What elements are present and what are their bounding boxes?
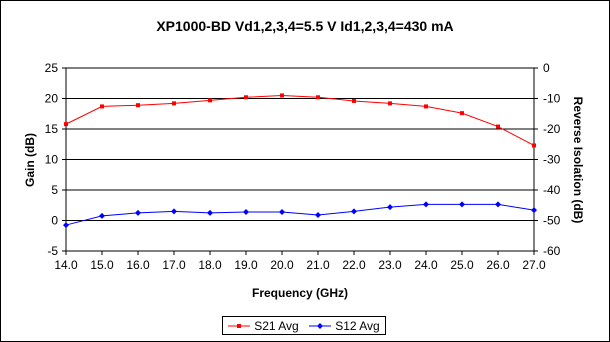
data-point xyxy=(424,104,428,109)
data-point xyxy=(387,204,393,211)
data-point xyxy=(171,208,177,215)
x-tick-label: 25.0 xyxy=(450,258,474,272)
chart-title: XP1000-BD Vd1,2,3,4=5.5 V Id1,2,3,4=430 … xyxy=(156,18,454,34)
data-point xyxy=(460,111,464,116)
y-tick-label: 15 xyxy=(45,122,59,136)
y2-tick-label: -30 xyxy=(543,153,561,167)
y2-tick-label: -40 xyxy=(543,183,561,197)
gridlines xyxy=(66,98,534,221)
series-line-s21-avg xyxy=(65,94,535,146)
data-point xyxy=(459,201,465,208)
legend: S21 Avg S12 Avg xyxy=(222,316,386,335)
x-tick-label: 15.0 xyxy=(90,258,114,272)
y-tick-label: 10 xyxy=(45,153,59,167)
legend-item-s12: S12 Avg xyxy=(309,318,380,333)
legend-label-s12: S12 Avg xyxy=(335,318,380,333)
x-tick-label: 19.0 xyxy=(234,258,258,272)
data-point xyxy=(244,95,248,100)
data-point xyxy=(207,209,213,216)
legend-swatch-s21 xyxy=(228,323,251,328)
data-point xyxy=(280,93,284,98)
y-axis-label: Gain (dB) xyxy=(23,133,37,187)
data-point xyxy=(531,207,537,214)
y2-axis-ticks: -60 -50 -40 -30 -20 -10 0 xyxy=(534,61,561,258)
data-point xyxy=(243,208,249,215)
data-point xyxy=(351,208,357,215)
y2-axis-label: Reverse Isolation (dB) xyxy=(571,97,585,224)
y2-tick-label: -10 xyxy=(543,92,561,106)
data-point xyxy=(63,222,69,229)
data-point xyxy=(315,212,321,219)
data-point xyxy=(172,101,176,106)
data-point xyxy=(352,98,356,103)
data-point xyxy=(279,208,285,215)
data-point xyxy=(100,104,104,109)
legend-item-s21: S21 Avg xyxy=(228,318,299,333)
data-point xyxy=(136,103,140,108)
x-tick-label: 21.0 xyxy=(306,258,330,272)
series-layer xyxy=(63,93,537,229)
x-tick-label: 22.0 xyxy=(342,258,366,272)
data-point xyxy=(496,124,500,129)
legend-swatch-s12 xyxy=(309,322,332,329)
x-tick-label: 27.0 xyxy=(522,258,546,272)
x-tick-label: 20.0 xyxy=(270,258,294,272)
series-line-s12-avg xyxy=(65,203,535,226)
x-tick-label: 14.0 xyxy=(54,258,78,272)
x-tick-label: 18.0 xyxy=(198,258,222,272)
x-tick-label: 17.0 xyxy=(162,258,186,272)
legend-label-s21: S21 Avg xyxy=(254,318,299,333)
data-point xyxy=(99,212,105,219)
data-point xyxy=(208,98,212,103)
data-point xyxy=(316,95,320,100)
y-tick-label: 25 xyxy=(45,61,59,75)
y-tick-label: -5 xyxy=(47,244,58,258)
data-point xyxy=(423,201,429,208)
x-tick-label: 26.0 xyxy=(486,258,510,272)
x-tick-label: 23.0 xyxy=(378,258,402,272)
y2-tick-label: 0 xyxy=(543,61,550,75)
y2-tick-label: -60 xyxy=(543,244,561,258)
y2-tick-label: -20 xyxy=(543,122,561,136)
x-tick-label: 24.0 xyxy=(414,258,438,272)
y-tick-label: 5 xyxy=(51,183,58,197)
data-point xyxy=(532,143,536,148)
x-tick-label: 16.0 xyxy=(126,258,150,272)
data-point xyxy=(388,101,392,106)
x-axis-label: Frequency (GHz) xyxy=(252,286,348,300)
data-point xyxy=(495,201,501,208)
x-axis-ticks: 14.0 15.0 16.0 17.0 18.0 19.0 20.0 21.0 22.0 23.0… xyxy=(54,251,546,272)
y2-tick-label: -50 xyxy=(543,214,561,228)
data-point xyxy=(135,209,141,216)
y-tick-label: 20 xyxy=(45,92,59,106)
data-point xyxy=(64,122,68,127)
y-tick-label: 0 xyxy=(51,214,58,228)
y-axis-ticks: -5 0 5 10 15 20 25 xyxy=(45,61,66,258)
